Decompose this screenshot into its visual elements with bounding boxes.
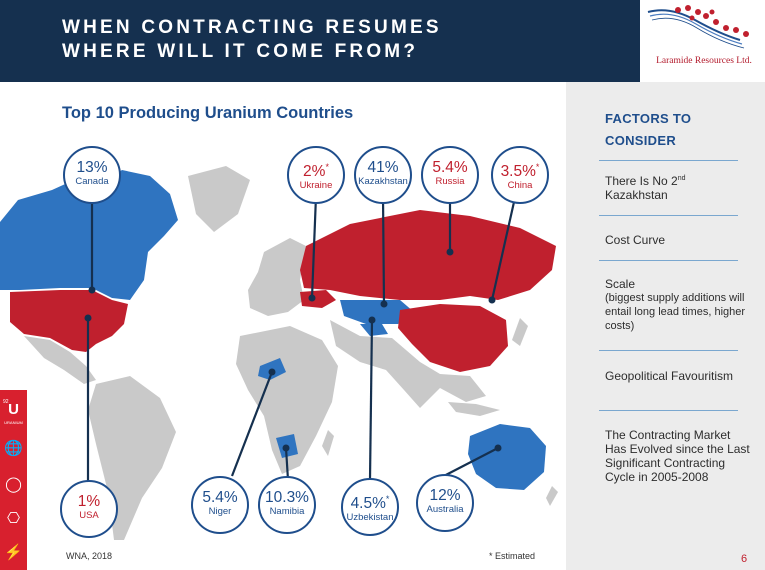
lightning-icon: ⚡	[4, 544, 23, 561]
bubble-ukraine-star: *	[325, 162, 329, 172]
bubble-australia-label: Australia	[426, 504, 464, 515]
sidebar-heading-line2: CONSIDER	[605, 133, 677, 148]
sidebar-heading: FACTORS TO CONSIDER	[605, 108, 745, 152]
map-usa	[10, 290, 128, 352]
chart-title: Top 10 Producing Uranium Countries	[62, 104, 354, 122]
factor-scale-title: Scale	[605, 277, 636, 291]
icon-bar: 92 U URANIUM 🌐 ◯ ⎔ ⚡	[0, 390, 27, 570]
bubble-ukraine-label: Ukraine	[299, 180, 333, 192]
element-symbol: U	[8, 401, 19, 418]
sidebar-divider	[599, 260, 738, 261]
bubble-china-star: *	[535, 162, 540, 172]
map-ukraine	[300, 290, 336, 308]
bubble-uzbekistan-label: Uzbekistan	[346, 512, 394, 524]
factor-1-line2: Kazakhstan	[605, 188, 668, 202]
factor-no-second-kazakhstan: There Is No 2nd Kazakhstan	[605, 172, 750, 202]
bubble-usa: 1% USA	[60, 480, 118, 538]
map-south-asia	[330, 320, 486, 408]
factor-scale: Scale (biggest supply additions will ent…	[605, 277, 750, 333]
bubble-kazakhstan-pct: 41%	[367, 159, 399, 176]
sidebar-divider	[599, 160, 738, 161]
estimated-note: * Estimated	[489, 551, 536, 561]
map-new-zealand	[546, 486, 558, 506]
bubble-namibia-label: Namibia	[269, 506, 305, 517]
bubble-namibia-pct: 10.3%	[265, 489, 309, 506]
slide-title-line2: WHERE WILL IT COME FROM?	[62, 41, 419, 62]
map-canada	[0, 170, 178, 300]
element-number: 92	[3, 399, 9, 405]
bubble-russia-pct: 5.4%	[432, 159, 468, 176]
map-uzbekistan	[360, 324, 388, 336]
sidebar-heading-line1: FACTORS TO	[605, 111, 692, 126]
bubble-uzbekistan: 4.5%* Uzbekistan	[341, 478, 399, 536]
bubble-uzbekistan-star: *	[385, 494, 390, 504]
map-japan	[512, 318, 528, 346]
bubble-canada-label: Canada	[75, 176, 109, 187]
slide-title-line1: WHEN CONTRACTING RESUMES	[62, 17, 442, 38]
source-note: WNA, 2018	[66, 551, 113, 561]
bubble-usa-label: USA	[79, 510, 99, 521]
element-name: URANIUM	[4, 420, 23, 425]
bubble-namibia: 10.3% Namibia	[258, 476, 316, 534]
slide-title: WHEN CONTRACTING RESUMES WHERE WILL IT C…	[62, 16, 442, 64]
company-logo: Laramide Resources Ltd.	[640, 0, 765, 82]
map-europe	[248, 238, 306, 316]
map-russia	[300, 210, 556, 300]
bubble-canada: 13% Canada	[63, 146, 121, 204]
connector-lines	[86, 195, 516, 482]
factors-sidebar: FACTORS TO CONSIDER There Is No 2nd Kaza…	[566, 82, 765, 570]
bubble-niger-label: Niger	[208, 506, 232, 517]
bubble-kazakhstan-label: Kazakhstan	[358, 176, 408, 187]
bubble-ukraine: 2%* Ukraine	[287, 146, 345, 204]
bubble-australia: 12% Australia	[416, 474, 474, 532]
bubble-russia: 5.4% Russia	[421, 146, 479, 204]
world-map	[0, 166, 558, 540]
bubble-russia-label: Russia	[435, 176, 465, 187]
map-greenland	[188, 166, 250, 232]
factor-1-sup: nd	[677, 175, 686, 182]
bubble-kazakhstan: 41% Kazakhstan	[354, 146, 412, 204]
map-africa	[236, 326, 338, 474]
globe-icon: 🌐	[4, 440, 23, 457]
factor-geopolitical: Geopolitical Favouritism	[605, 369, 734, 383]
bubble-china: 3.5%* China	[491, 146, 549, 204]
uranium-element-icon: 92 U URANIUM	[0, 390, 27, 430]
bubble-china-label: China	[507, 180, 533, 192]
sidebar-divider	[599, 215, 738, 216]
bubble-australia-pct: 12%	[429, 487, 461, 504]
bubble-niger-pct: 5.4%	[202, 489, 238, 506]
sidebar-divider	[599, 410, 738, 411]
map-central-america	[24, 336, 96, 384]
factor-market-evolved: The Contracting Market Has Evolved since…	[605, 428, 750, 484]
bubble-niger: 5.4% Niger	[191, 476, 249, 534]
plug-icon: ⎔	[6, 510, 21, 527]
bubble-ukraine-pct: 2%	[303, 163, 326, 181]
bubble-usa-pct: 1%	[77, 493, 101, 510]
bubble-china-pct: 3.5%	[500, 163, 536, 181]
map-china	[398, 304, 508, 372]
connector-dots	[84, 248, 502, 452]
logo-text: Laramide Resources Ltd.	[656, 56, 752, 66]
logo-wave-icon	[647, 5, 749, 49]
map-australia	[468, 424, 546, 490]
factor-1-text: There Is No 2	[605, 174, 678, 188]
map-kazakhstan	[340, 300, 414, 324]
bubble-uzbekistan-pct: 4.5%	[350, 495, 386, 513]
sidebar-divider	[599, 350, 738, 351]
factor-scale-sub: (biggest supply additions will entail lo…	[605, 292, 746, 332]
page-number: 6	[741, 553, 748, 565]
factor-cost-curve: Cost Curve	[605, 233, 666, 247]
map-madagascar	[322, 430, 334, 456]
map-indonesia	[448, 402, 500, 416]
lightbulb-icon: ◯	[5, 476, 22, 493]
bubble-canada-pct: 13%	[76, 159, 108, 176]
header-bar: WHEN CONTRACTING RESUMES WHERE WILL IT C…	[0, 0, 765, 82]
